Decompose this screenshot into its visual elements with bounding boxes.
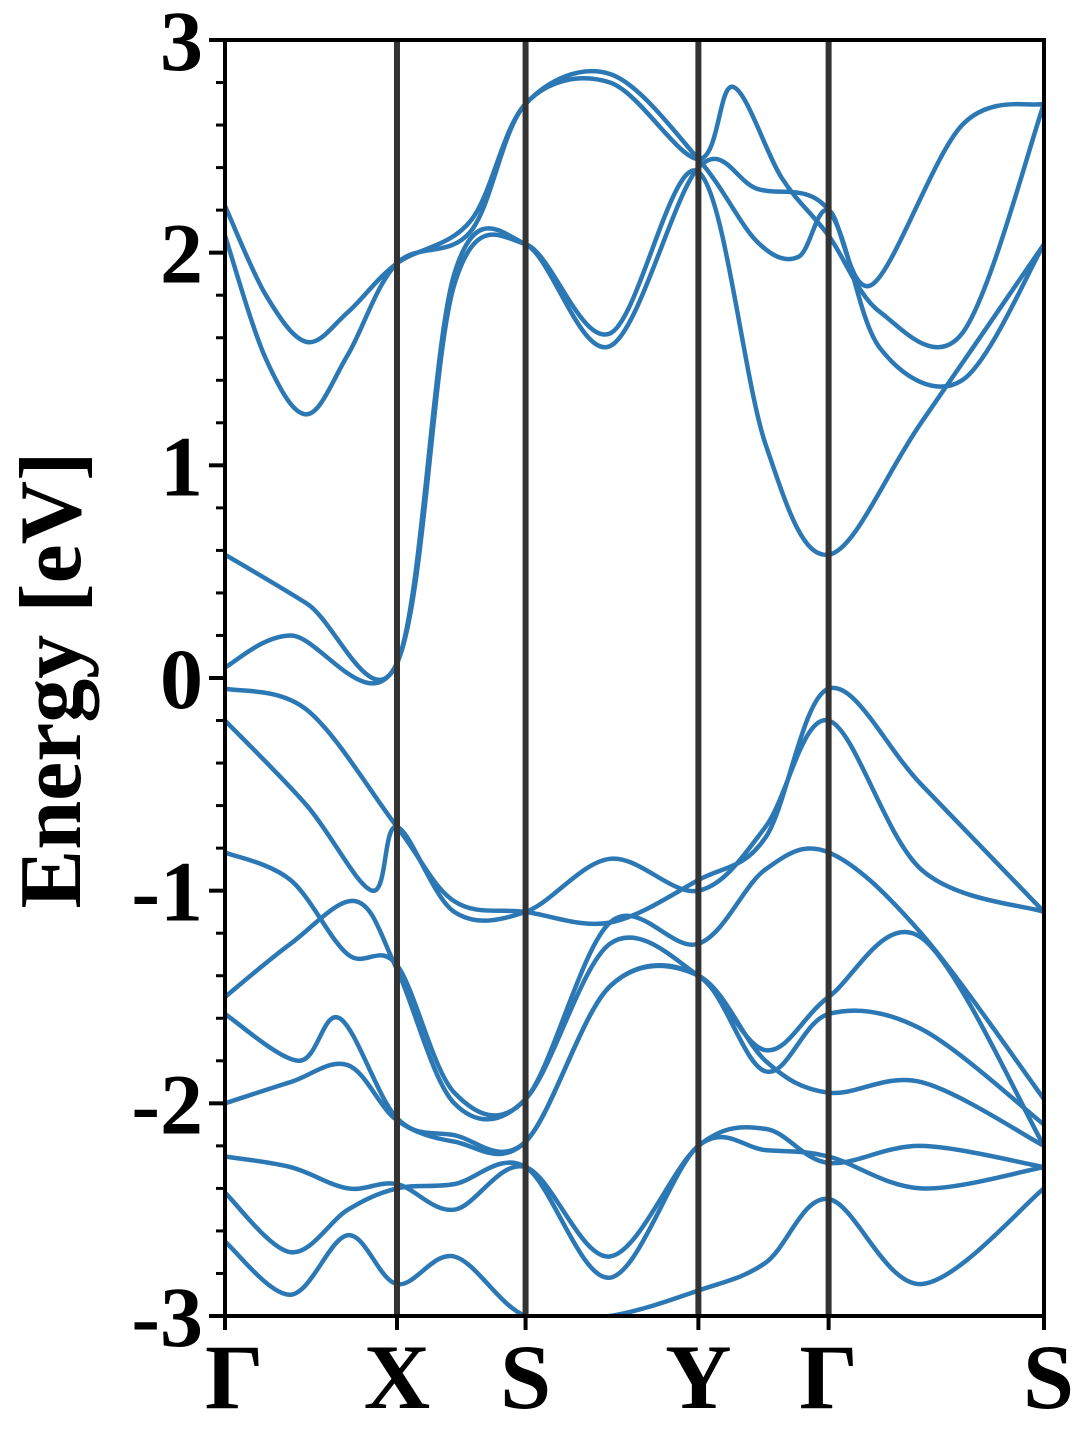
x-tick-label: X [364, 1326, 430, 1428]
band-lines [225, 68, 1044, 1316]
y-axis-title: Energy [eV] [3, 452, 100, 909]
band-line-11 [225, 1125, 1044, 1259]
y-tick-label: -1 [131, 844, 203, 940]
band-line-9 [225, 962, 1044, 1155]
y-tick-label: 0 [160, 631, 203, 727]
high-symmetry-lines [393, 40, 832, 1316]
band-line-12 [225, 1134, 1044, 1280]
y-tick-label: 1 [160, 418, 203, 514]
band-line-1 [225, 68, 1044, 345]
y-tick-label: -3 [131, 1269, 203, 1365]
y-tick-label: -2 [131, 1056, 203, 1152]
band-line-13 [225, 1186, 1044, 1316]
band-line-10 [225, 963, 1044, 1157]
band-line-2 [225, 76, 1044, 417]
x-tick-label: S [1023, 1326, 1074, 1428]
x-tick-label: Γ [799, 1326, 858, 1428]
band-line-5 [225, 685, 1044, 927]
band-line-7 [225, 846, 1044, 1118]
y-tick-label: 3 [160, 0, 203, 89]
x-tick-label: S [500, 1326, 551, 1428]
y-axis-ticks: 3 2 1 0 -1 -2 -3 [131, 0, 225, 1365]
plot-frame [223, 38, 1046, 1318]
y-tick-label: 2 [160, 206, 203, 302]
x-tick-label: Γ [205, 1326, 264, 1428]
band-line-8 [225, 898, 1044, 1148]
x-tick-label: Y [665, 1326, 731, 1428]
band-line-4 [225, 168, 1044, 686]
band-line-6 [225, 718, 1044, 923]
